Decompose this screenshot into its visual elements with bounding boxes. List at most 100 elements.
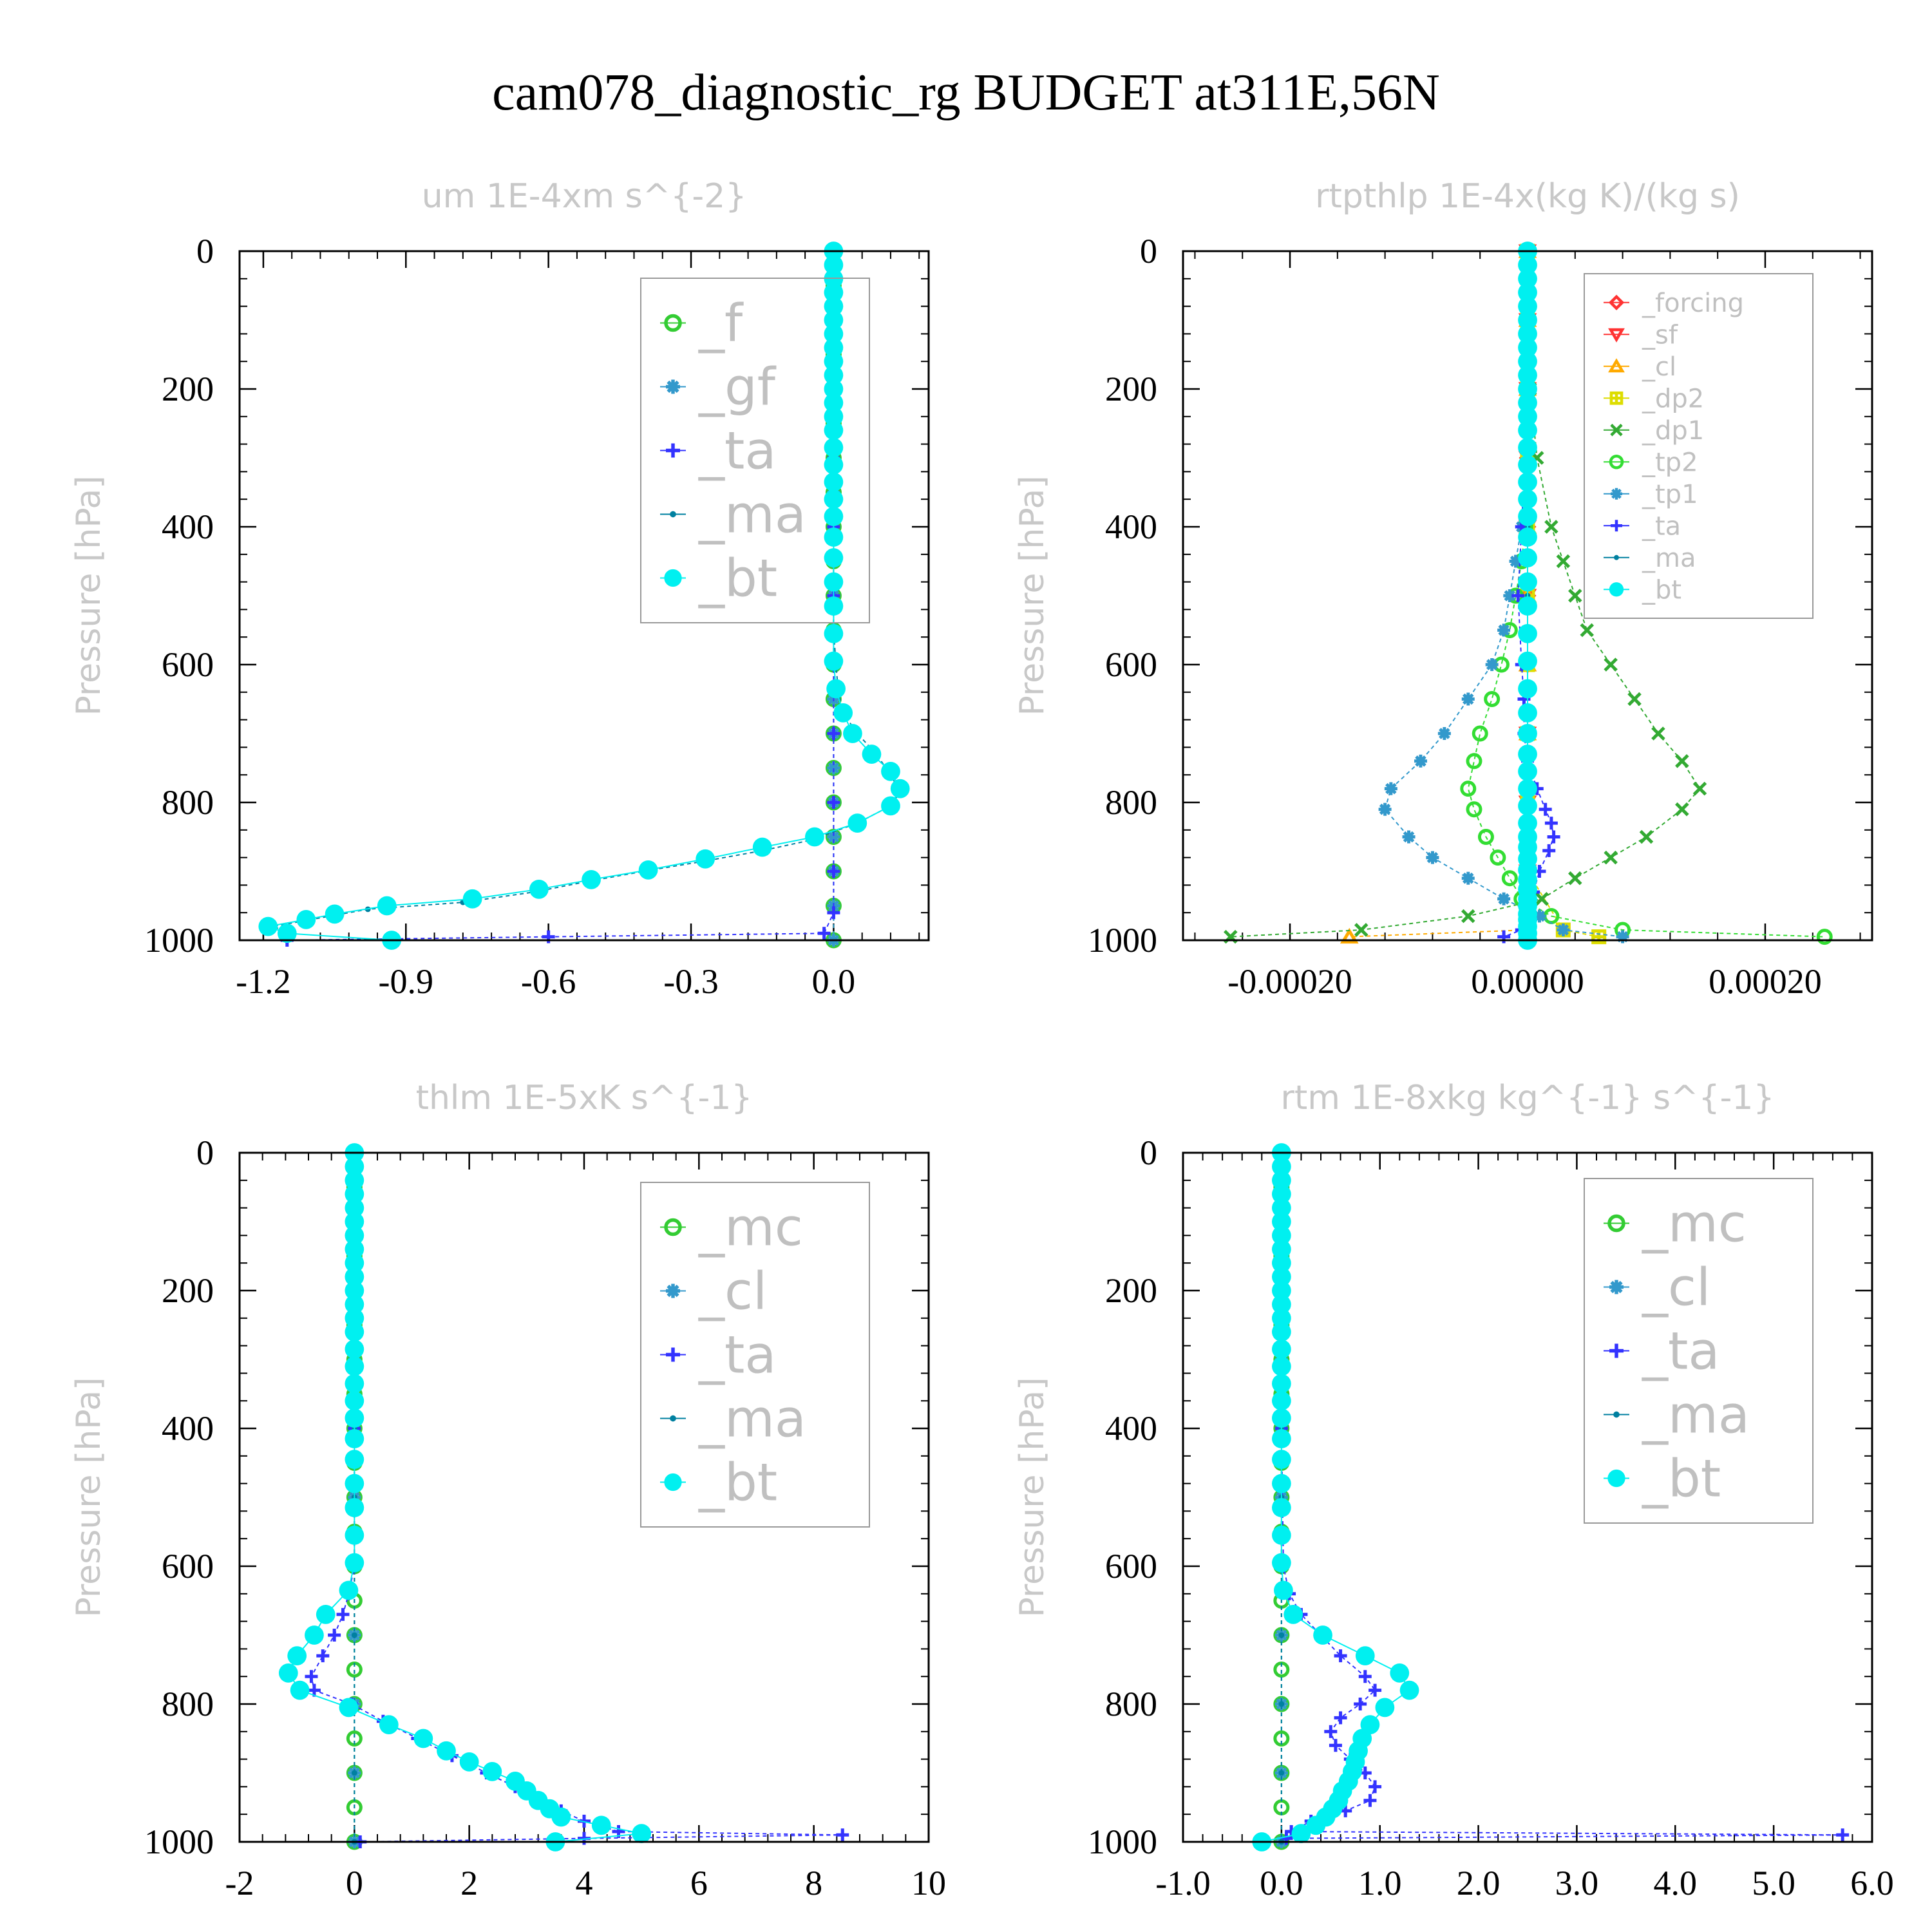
data-point bbox=[824, 406, 844, 426]
data-point bbox=[1518, 438, 1537, 457]
data-point bbox=[824, 365, 844, 385]
data-point bbox=[305, 1625, 324, 1645]
data-point bbox=[1518, 255, 1537, 275]
data-point bbox=[1313, 1625, 1332, 1645]
data-point bbox=[1607, 1469, 1625, 1488]
legend-box bbox=[640, 1182, 870, 1528]
y-tick-label: 600 bbox=[162, 1547, 214, 1586]
data-point bbox=[1501, 870, 1518, 887]
data-point bbox=[1518, 744, 1537, 764]
data-point bbox=[1609, 1280, 1624, 1294]
data-point bbox=[482, 1761, 502, 1781]
data-point bbox=[824, 310, 844, 330]
data-point bbox=[824, 572, 844, 592]
data-point bbox=[345, 1391, 365, 1411]
legend-label: _mc bbox=[698, 1198, 803, 1258]
data-point bbox=[1535, 892, 1549, 906]
data-point bbox=[1271, 1281, 1291, 1300]
legend-label: _sf bbox=[1642, 320, 1678, 350]
data-point bbox=[1271, 1408, 1291, 1428]
data-point bbox=[1490, 849, 1506, 866]
data-point bbox=[351, 1632, 357, 1638]
x-tick-label: -0.9 bbox=[379, 962, 433, 1001]
data-point bbox=[836, 1828, 849, 1842]
x-tick-label: 3.0 bbox=[1555, 1864, 1599, 1902]
legend-label: _bt bbox=[1642, 575, 1681, 605]
data-point bbox=[1358, 1670, 1372, 1683]
data-point bbox=[345, 1340, 365, 1359]
series-bt bbox=[1252, 1143, 1419, 1852]
data-point bbox=[287, 1646, 307, 1665]
x-tick-label: 5.0 bbox=[1752, 1864, 1795, 1902]
data-point bbox=[824, 527, 844, 547]
data-point bbox=[1518, 596, 1537, 616]
data-point bbox=[316, 1649, 330, 1663]
y-tick-label: 400 bbox=[162, 507, 214, 546]
data-point bbox=[345, 1253, 365, 1273]
data-point bbox=[1518, 724, 1537, 743]
data-point bbox=[1291, 1824, 1311, 1844]
y-tick-label: 200 bbox=[162, 370, 214, 408]
data-point bbox=[345, 1184, 365, 1204]
data-point bbox=[1518, 269, 1537, 289]
data-point bbox=[345, 1553, 365, 1573]
x-tick-label: 10 bbox=[911, 1864, 946, 1902]
data-point bbox=[1271, 1308, 1291, 1328]
data-point bbox=[1273, 1730, 1290, 1747]
data-point bbox=[1692, 781, 1707, 796]
x-tick-label: 0.00020 bbox=[1709, 962, 1822, 1001]
data-point bbox=[1518, 679, 1537, 699]
data-point bbox=[1461, 909, 1475, 923]
data-point bbox=[1518, 507, 1537, 526]
legend-label: _bt bbox=[698, 549, 777, 609]
data-point bbox=[1544, 520, 1558, 534]
data-point bbox=[1378, 802, 1392, 816]
data-point bbox=[1518, 761, 1537, 781]
data-point bbox=[1614, 554, 1619, 560]
data-point bbox=[305, 1670, 318, 1683]
x-tick-label: 6 bbox=[690, 1864, 708, 1902]
data-point bbox=[827, 761, 840, 775]
y-axis-label: Pressure [hPa] bbox=[70, 476, 108, 716]
x-tick-label: 8 bbox=[805, 1864, 822, 1902]
data-point bbox=[296, 910, 316, 929]
y-tick-label: 1000 bbox=[1088, 1823, 1157, 1861]
data-point bbox=[345, 1322, 365, 1342]
data-point bbox=[1426, 851, 1439, 864]
data-point bbox=[666, 443, 680, 458]
data-point bbox=[345, 1429, 365, 1448]
data-point bbox=[1484, 691, 1501, 707]
data-point bbox=[1518, 813, 1537, 833]
data-point bbox=[1675, 754, 1689, 768]
y-tick-label: 1000 bbox=[144, 921, 214, 960]
data-point bbox=[1278, 1770, 1285, 1776]
series-bt bbox=[1518, 242, 1537, 950]
data-point bbox=[582, 869, 601, 889]
x-tick-label: 0.0 bbox=[812, 962, 856, 1001]
x-tick-label: 0.0 bbox=[1260, 1864, 1303, 1902]
data-point bbox=[824, 393, 844, 413]
data-point bbox=[1604, 850, 1618, 865]
data-point bbox=[1539, 802, 1552, 816]
data-point bbox=[1518, 651, 1537, 671]
plot-frame bbox=[1182, 1151, 1873, 1843]
data-point bbox=[826, 679, 846, 699]
data-point bbox=[862, 744, 882, 764]
data-point bbox=[824, 421, 844, 440]
data-point bbox=[1399, 1680, 1419, 1700]
data-point bbox=[345, 1267, 365, 1287]
data-point bbox=[1556, 554, 1571, 569]
data-point bbox=[824, 352, 844, 372]
data-point bbox=[1271, 1374, 1291, 1394]
panel-rtpthlp: rtpthlp 1E-4x(kg K)/(kg s) Pressure [hPa… bbox=[1013, 177, 1873, 1001]
data-point bbox=[345, 1498, 365, 1517]
y-tick-label: 0 bbox=[196, 232, 214, 270]
legend-label: _ta bbox=[1642, 511, 1681, 541]
data-point bbox=[1518, 365, 1537, 385]
data-point bbox=[843, 724, 862, 743]
legend-box bbox=[1584, 1178, 1814, 1524]
series-tp1 bbox=[1378, 245, 1629, 943]
legend-label: _dp1 bbox=[1642, 416, 1704, 446]
data-point bbox=[345, 1281, 365, 1300]
